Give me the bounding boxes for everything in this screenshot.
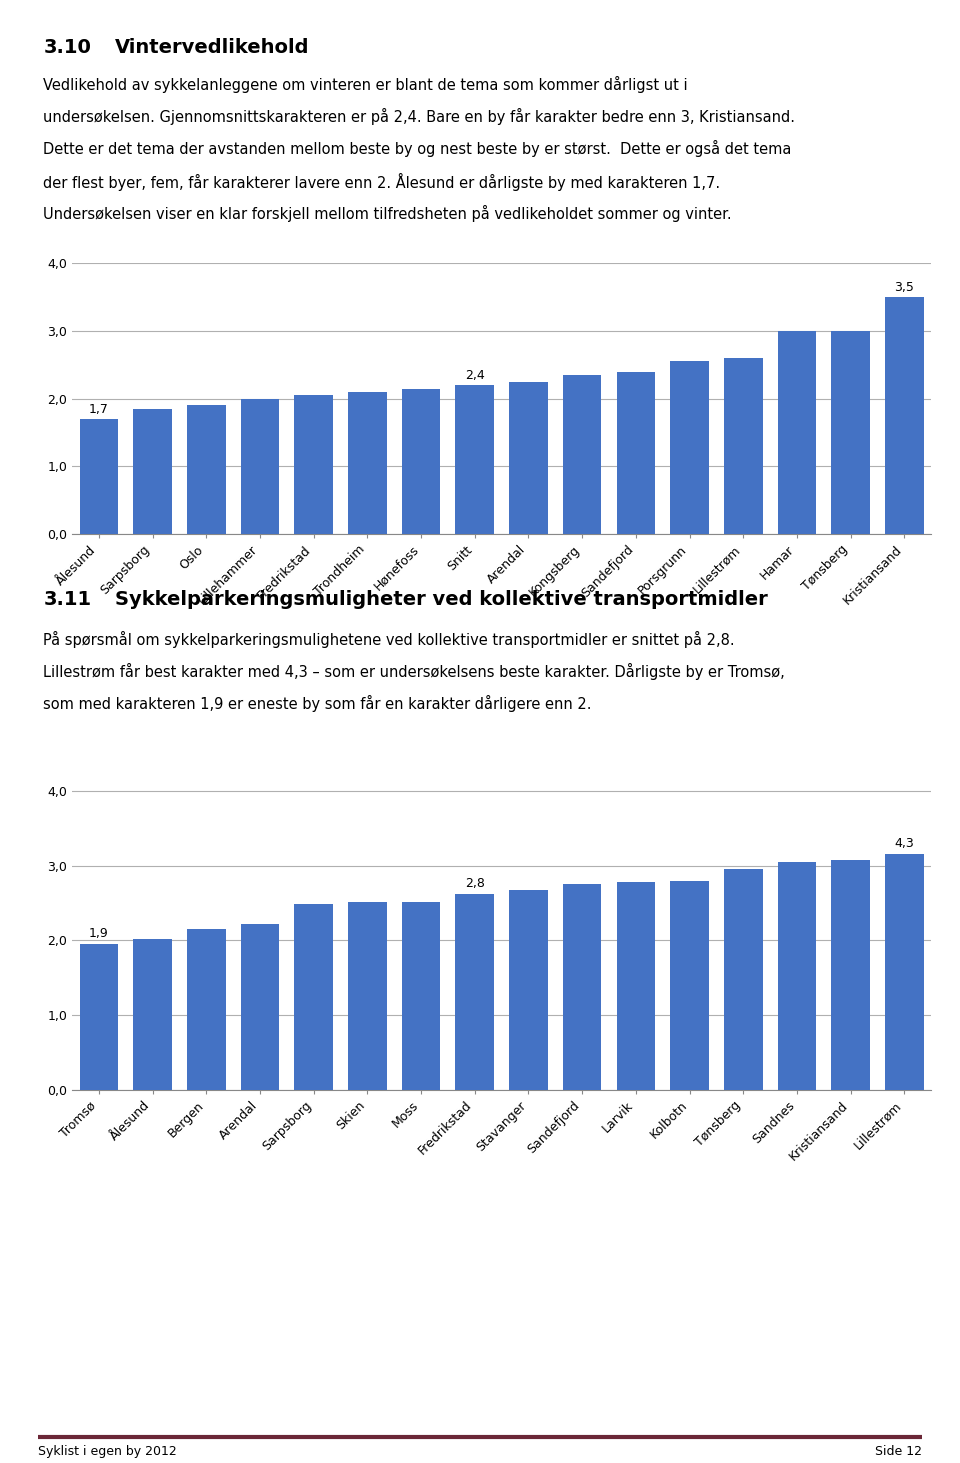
Bar	[616, 882, 655, 1090]
Text: Side 12: Side 12	[875, 1445, 922, 1459]
Bar	[348, 392, 387, 534]
Bar	[509, 382, 548, 534]
Bar	[885, 297, 924, 534]
Bar	[778, 331, 816, 534]
Text: På spørsmål om sykkelparkeringsmulighetene ved kollektive transportmidler er sni: På spørsmål om sykkelparkeringsmulighete…	[43, 631, 734, 648]
Bar	[831, 331, 870, 534]
Text: Vedlikehold av sykkelanleggene om vinteren er blant de tema som kommer dårligst : Vedlikehold av sykkelanleggene om vinter…	[43, 76, 687, 94]
Bar	[455, 385, 494, 534]
Text: 2,4: 2,4	[465, 369, 485, 382]
Bar	[401, 389, 441, 534]
Text: som med karakteren 1,9 er eneste by som får en karakter dårligere enn 2.: som med karakteren 1,9 er eneste by som …	[43, 695, 591, 712]
Bar	[133, 408, 172, 534]
Bar	[80, 418, 118, 534]
Bar	[778, 862, 816, 1090]
Text: 3.10: 3.10	[43, 38, 91, 57]
Text: Undersøkelsen viser en klar forskjell mellom tilfredsheten på vedlikeholdet somm: Undersøkelsen viser en klar forskjell me…	[43, 205, 732, 222]
Bar	[670, 361, 708, 534]
Text: 1,9: 1,9	[89, 926, 108, 939]
Bar	[348, 901, 387, 1090]
Bar	[295, 395, 333, 534]
Bar	[885, 854, 924, 1090]
Bar	[401, 901, 441, 1090]
Bar	[616, 372, 655, 534]
Text: Vintervedlikehold: Vintervedlikehold	[115, 38, 310, 57]
Bar	[187, 929, 226, 1090]
Bar	[670, 881, 708, 1090]
Text: Syklist i egen by 2012: Syklist i egen by 2012	[38, 1445, 178, 1459]
Bar	[187, 405, 226, 534]
Text: undersøkelsen. Gjennomsnittskarakteren er på 2,4. Bare en by får karakter bedre : undersøkelsen. Gjennomsnittskarakteren e…	[43, 108, 795, 126]
Bar	[295, 904, 333, 1090]
Text: 1,7: 1,7	[89, 402, 108, 415]
Bar	[831, 860, 870, 1090]
Text: 4,3: 4,3	[895, 837, 914, 850]
Bar	[241, 925, 279, 1090]
Bar	[133, 939, 172, 1090]
Text: 3.11: 3.11	[43, 590, 91, 609]
Bar	[80, 944, 118, 1090]
Bar	[724, 869, 762, 1090]
Bar	[509, 890, 548, 1090]
Text: Dette er det tema der avstanden mellom beste by og nest beste by er størst.  Det: Dette er det tema der avstanden mellom b…	[43, 140, 792, 158]
Text: Sykkelparkeringsmuligheter ved kollektive transportmidler: Sykkelparkeringsmuligheter ved kollektiv…	[115, 590, 768, 609]
Text: der flest byer, fem, får karakterer lavere enn 2. Ålesund er dårligste by med ka: der flest byer, fem, får karakterer lave…	[43, 173, 720, 190]
Text: 3,5: 3,5	[895, 281, 914, 294]
Bar	[563, 375, 602, 534]
Bar	[241, 398, 279, 534]
Text: Lillestrøm får best karakter med 4,3 – som er undersøkelsens beste karakter. Dår: Lillestrøm får best karakter med 4,3 – s…	[43, 663, 785, 680]
Bar	[724, 358, 762, 534]
Bar	[455, 894, 494, 1090]
Bar	[563, 884, 602, 1090]
Text: 2,8: 2,8	[465, 876, 485, 890]
